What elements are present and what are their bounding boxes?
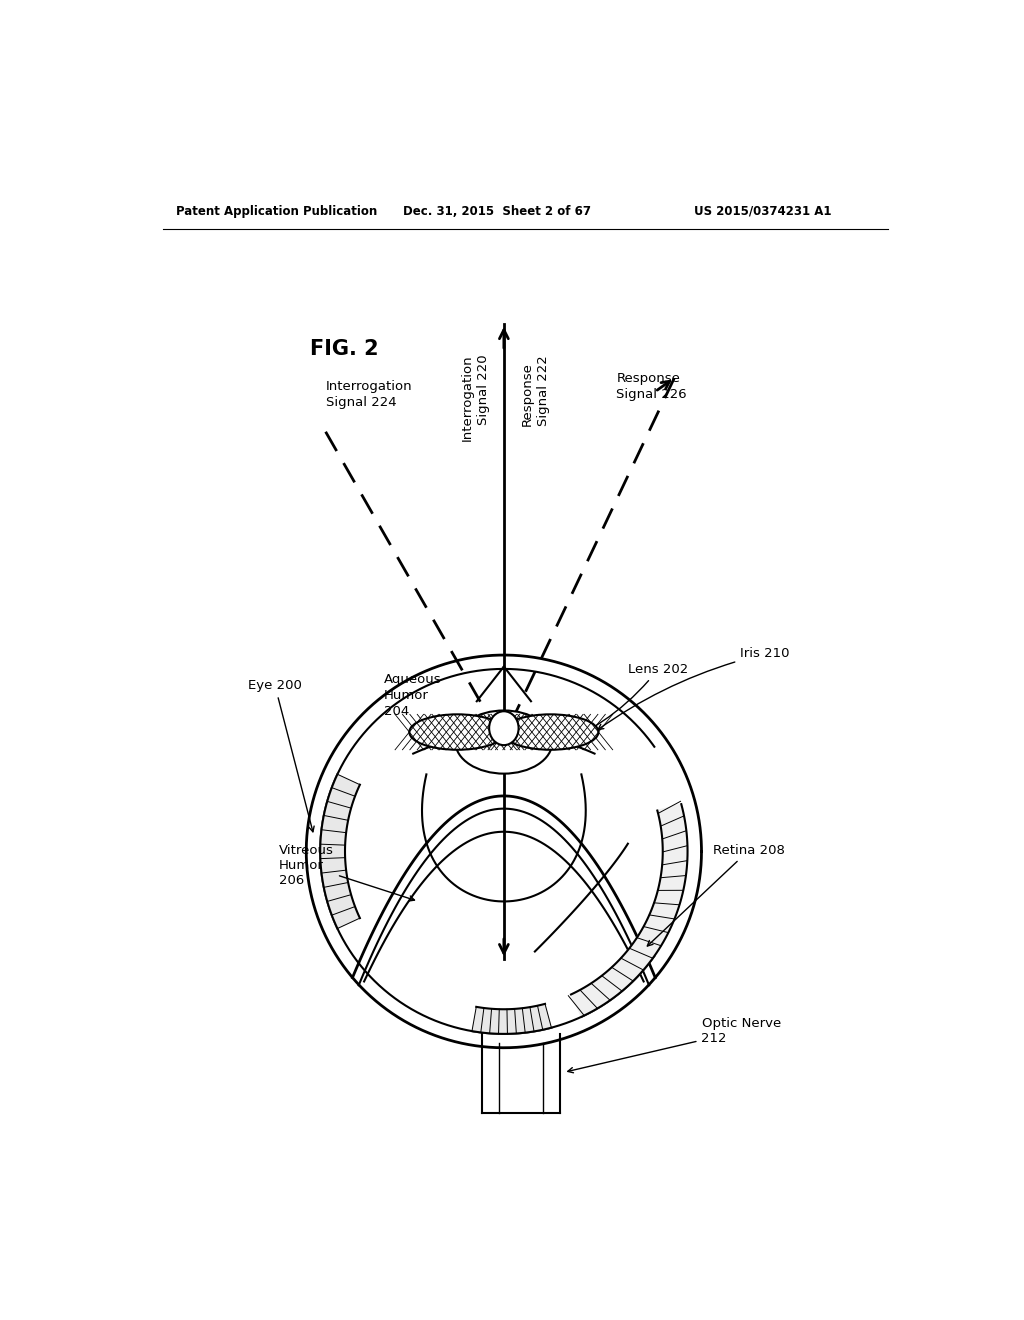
Ellipse shape	[410, 714, 506, 750]
Text: Interrogation
Signal 220: Interrogation Signal 220	[461, 355, 489, 441]
Polygon shape	[571, 804, 687, 1016]
Text: Retina 208: Retina 208	[647, 843, 785, 946]
Text: US 2015/0374231 A1: US 2015/0374231 A1	[693, 205, 831, 218]
Text: Dec. 31, 2015  Sheet 2 of 67: Dec. 31, 2015 Sheet 2 of 67	[403, 205, 591, 218]
Ellipse shape	[456, 710, 552, 774]
Ellipse shape	[489, 711, 518, 744]
Text: Aqueous
Humor
204: Aqueous Humor 204	[384, 673, 441, 718]
Text: Eye 200: Eye 200	[248, 680, 314, 832]
Polygon shape	[472, 1005, 551, 1034]
Text: Iris 210: Iris 210	[598, 647, 790, 730]
Text: Vitreous
Humor
206: Vitreous Humor 206	[280, 843, 415, 902]
Text: FIG. 2: FIG. 2	[310, 339, 379, 359]
Text: Response
Signal 226: Response Signal 226	[616, 372, 687, 401]
Text: Lens 202: Lens 202	[548, 663, 688, 750]
Text: Response
Signal 222: Response Signal 222	[521, 355, 550, 425]
Text: Optic Nerve
212: Optic Nerve 212	[567, 1016, 780, 1073]
Text: Patent Application Publication: Patent Application Publication	[176, 205, 377, 218]
Text: Interrogation
Signal 224: Interrogation Signal 224	[326, 380, 413, 409]
Polygon shape	[321, 775, 359, 928]
Ellipse shape	[503, 714, 598, 750]
